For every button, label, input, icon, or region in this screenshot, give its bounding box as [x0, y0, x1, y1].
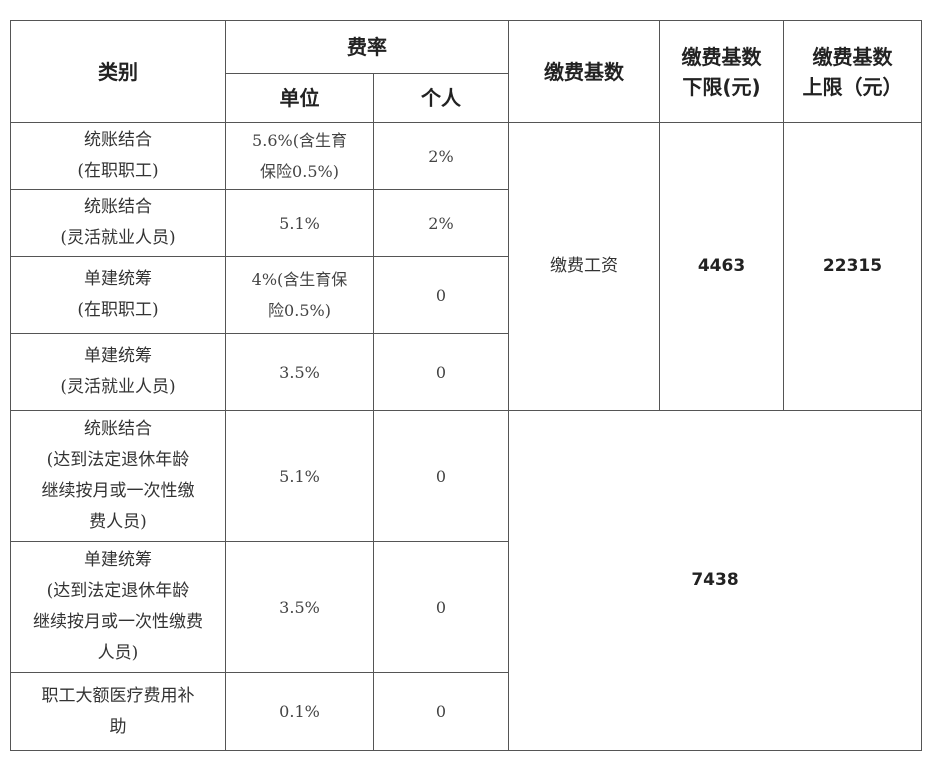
table-row: 统账结合 (达到法定退休年龄 继续按月或一次性缴 费人员) 5.1% 0 743…	[10, 410, 922, 751]
cell-category: 统账结合 (在职职工)	[10, 122, 226, 190]
cell-category: 职工大额医疗费用补 助	[10, 672, 226, 751]
table-row: 统账结合 (灵活就业人员) 5.1% 2%	[10, 189, 922, 257]
cell-individual: 0	[373, 256, 509, 334]
table-row: 统账结合 (在职职工) 5.6%(含生育 保险0.5%) 2% 缴费工资 446…	[10, 122, 922, 411]
header-rate: 费率	[225, 20, 509, 74]
cell-employer: 4%(含生育保 险0.5%)	[225, 256, 374, 334]
cell-employer: 3.5%	[225, 541, 374, 673]
cell-category: 单建统筹 (灵活就业人员)	[10, 333, 226, 411]
cell-individual: 0	[373, 333, 509, 411]
cell-individual: 0	[373, 410, 509, 542]
cell-category: 单建统筹 (达到法定退休年龄 继续按月或一次性缴费 人员)	[10, 541, 226, 673]
table-row: 职工大额医疗费用补 助 0.1% 0	[10, 672, 922, 751]
cell-base-max: 22315	[783, 122, 922, 411]
cell-individual: 2%	[373, 189, 509, 257]
cell-category: 单建统筹 (在职职工)	[10, 256, 226, 334]
header-category: 类别	[10, 20, 226, 123]
cell-individual: 2%	[373, 122, 509, 190]
cell-employer: 0.1%	[225, 672, 374, 751]
cell-individual: 0	[373, 672, 509, 751]
cell-category: 统账结合 (达到法定退休年龄 继续按月或一次性缴 费人员)	[10, 410, 226, 542]
cell-individual: 0	[373, 541, 509, 673]
header-employer: 单位	[225, 73, 374, 123]
cell-employer: 5.6%(含生育 保险0.5%)	[225, 122, 374, 190]
header-individual: 个人	[373, 73, 509, 123]
cell-base-min: 4463	[659, 122, 784, 411]
cell-employer: 3.5%	[225, 333, 374, 411]
header-base: 缴费基数	[508, 20, 660, 123]
cell-retiree-base: 7438	[508, 410, 922, 751]
cell-category: 统账结合 (灵活就业人员)	[10, 189, 226, 257]
table-row: 单建统筹 (灵活就业人员) 3.5% 0	[10, 333, 922, 411]
cell-employer: 5.1%	[225, 189, 374, 257]
cell-employer: 5.1%	[225, 410, 374, 542]
header-base-min: 缴费基数 下限(元)	[659, 20, 784, 123]
table-row: 单建统筹 (达到法定退休年龄 继续按月或一次性缴费 人员) 3.5% 0	[10, 541, 922, 673]
header-base-max: 缴费基数 上限（元）	[783, 20, 922, 123]
cell-base: 缴费工资	[508, 122, 660, 411]
insurance-rate-table: 类别 费率 缴费基数 缴费基数 下限(元) 缴费基数 上限（元） 单位 个人 统…	[10, 20, 922, 751]
table-row: 单建统筹 (在职职工) 4%(含生育保 险0.5%) 0	[10, 256, 922, 334]
